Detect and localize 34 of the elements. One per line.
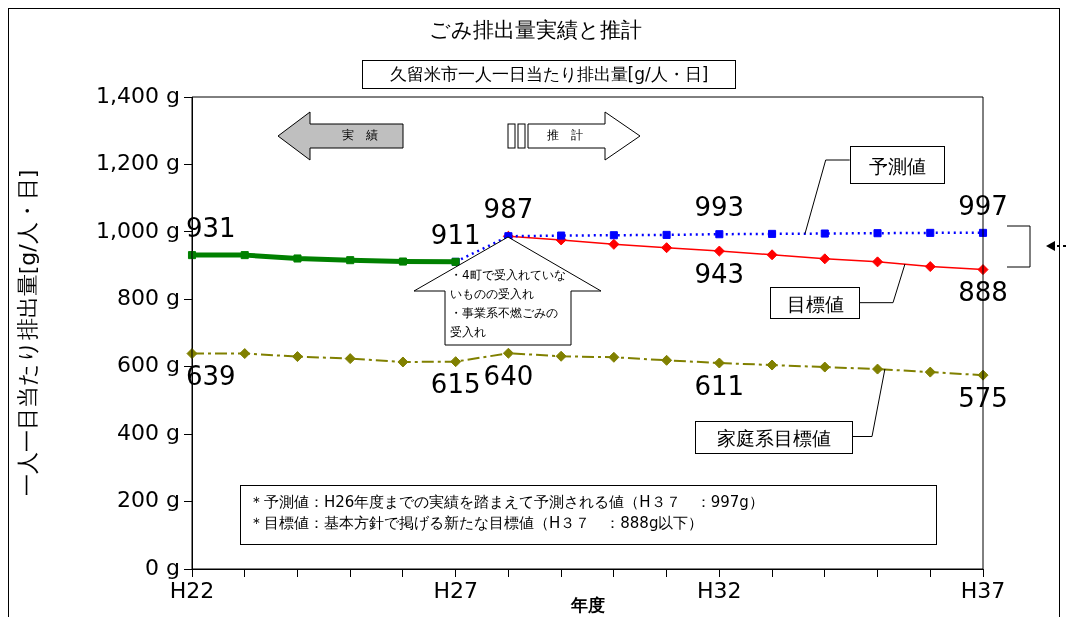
chart-title: ごみ排出量実績と推計 (427, 17, 643, 44)
text: 予測値 (850, 146, 945, 184)
y-axis-title: 一人一日当たり排出量[g/人・日] (14, 169, 40, 497)
text: 家庭系目標値 (695, 421, 853, 454)
data-label: 911 (430, 219, 481, 250)
data-label: 943 (694, 258, 745, 289)
data-label: 997 (958, 190, 1008, 221)
data-label: 987 (483, 193, 534, 224)
y-tick-label: 800 g (117, 285, 180, 310)
annotation: ＊目標値：基本方針で掲げる新たな目標値（H３７ ：888g以下） (249, 513, 705, 534)
series-label: 目標値 (770, 287, 860, 319)
annotation: ・4町で受入れていないものの受入れ (450, 267, 567, 303)
data-label: 993 (694, 191, 745, 222)
data-label: 640 (483, 360, 534, 391)
x-tick-label: H37 (960, 577, 1006, 603)
y-tick-label: 1,200 g (96, 150, 180, 176)
y-tick-label: 1,400 g (96, 82, 180, 108)
x-tick-label: H27 (433, 577, 478, 603)
x-tick-label: H32 (697, 577, 742, 603)
data-label: 575 (958, 382, 1008, 413)
annotation: ・事業系不燃ごみの受入れ (450, 305, 559, 341)
data-label: 611 (694, 370, 745, 401)
x-axis-title: 年度 (569, 595, 605, 616)
data-label: 888 (958, 277, 1008, 308)
annotation: 推 計 (546, 127, 584, 144)
y-tick-label: 600 g (117, 352, 180, 378)
y-tick-label: 400 g (117, 419, 180, 445)
annotation: 実 績 (341, 127, 379, 144)
data-label: 615 (430, 369, 481, 400)
y-tick-label: 0 g (145, 554, 180, 580)
chart-subtitle: 久留米市一人一日当たり排出量[g/人・日] (362, 60, 736, 89)
y-tick-label: 1,000 g (96, 217, 180, 243)
annotation: ＊予測値：H26年度までの実績を踏まえて予測される値（H３７ ：997g） (249, 492, 765, 513)
y-tick-label: 200 g (117, 487, 180, 513)
